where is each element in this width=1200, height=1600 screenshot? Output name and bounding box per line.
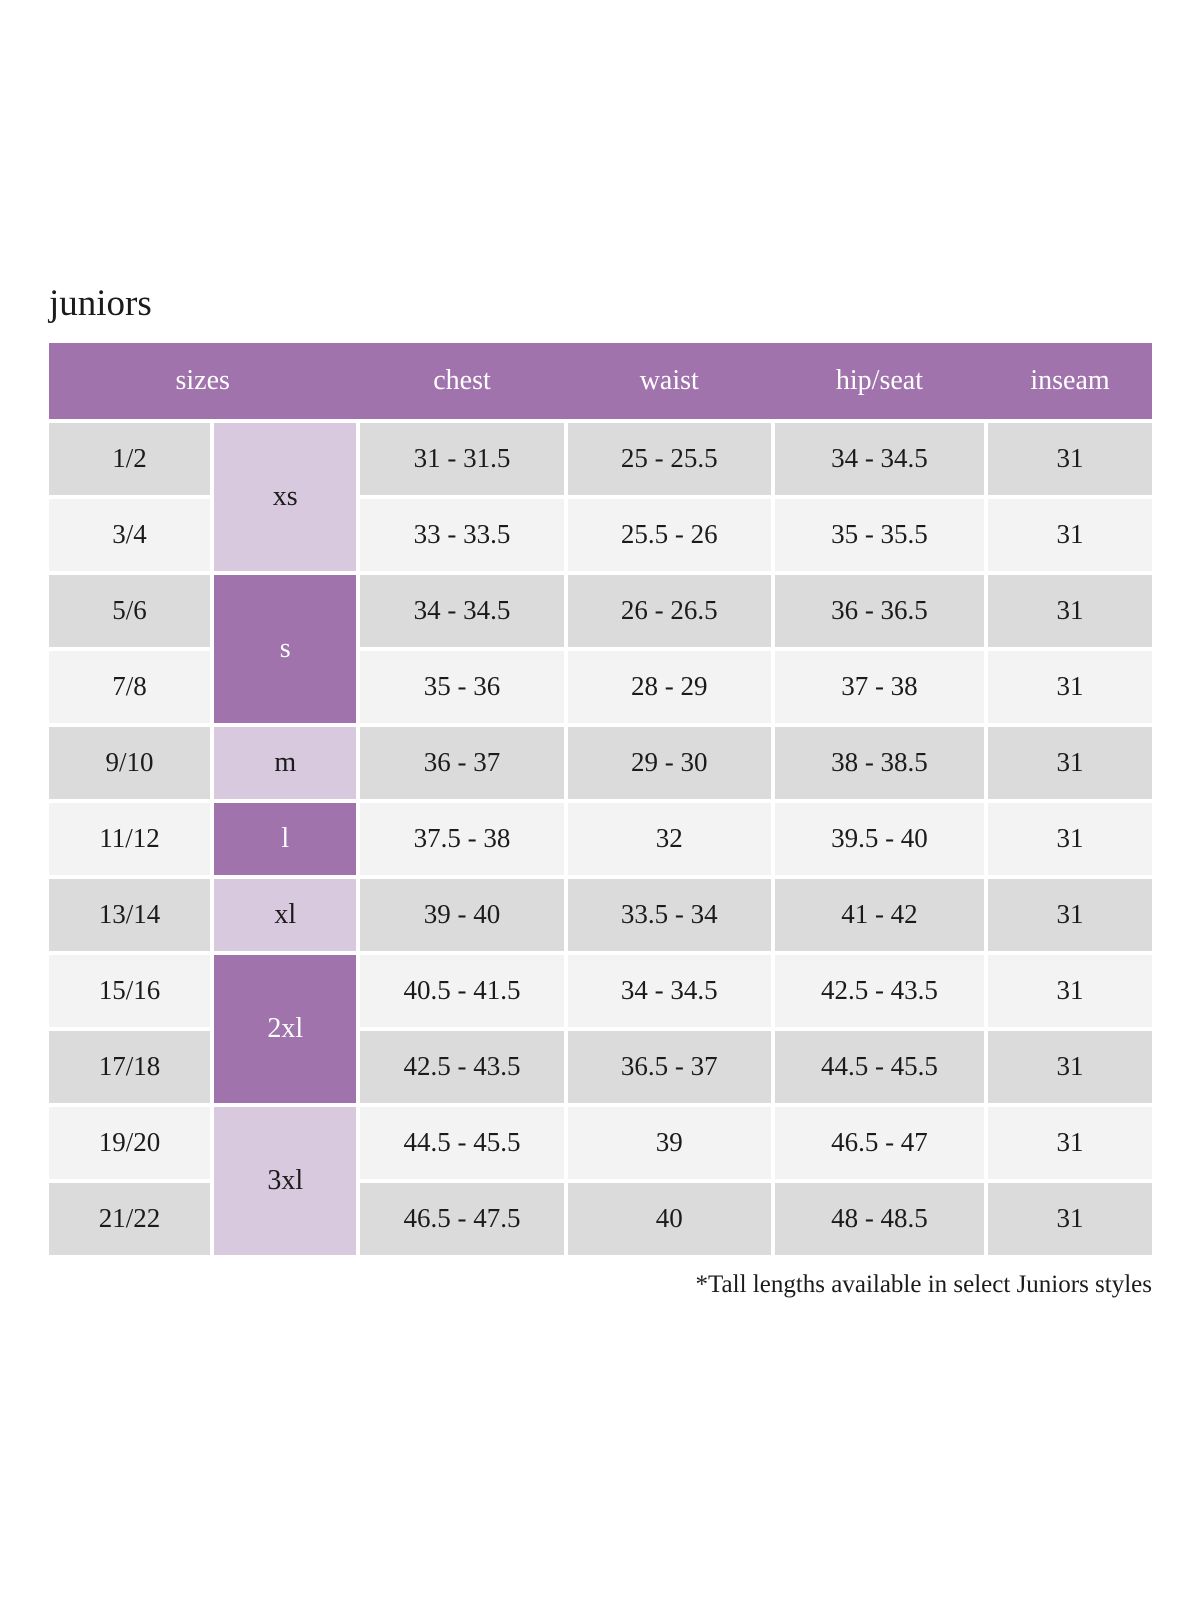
waist-cell: 36.5 - 37 [567, 1030, 771, 1103]
column-header-inseam: inseam [1030, 364, 1110, 396]
column-header-waist: waist [639, 364, 699, 396]
size-number-cell: 7/8 [49, 650, 211, 723]
size-letter-cell: 2xl [214, 954, 357, 1103]
inseam-cell: 31 [988, 878, 1152, 951]
inseam-cell: 31 [988, 1182, 1152, 1255]
hip-seat-cell: 37 - 38 [774, 650, 985, 723]
waist-cell: 25 - 25.5 [567, 422, 771, 495]
waist-cell: 26 - 26.5 [567, 574, 771, 647]
inseam-cell: 31 [988, 650, 1152, 723]
hip-seat-cell: 48 - 48.5 [774, 1182, 985, 1255]
page-title: juniors [49, 283, 152, 324]
waist-cell: 29 - 30 [567, 726, 771, 799]
chest-cell: 36 - 37 [360, 726, 564, 799]
waist-cell: 39 [567, 1106, 771, 1179]
size-number-cell: 3/4 [49, 498, 211, 571]
chest-cell: 34 - 34.5 [360, 574, 564, 647]
inseam-cell: 31 [988, 802, 1152, 875]
footnote: *Tall lengths available in select Junior… [695, 1270, 1152, 1298]
waist-cell: 33.5 - 34 [567, 878, 771, 951]
chest-cell: 33 - 33.5 [360, 498, 564, 571]
hip-seat-cell: 35 - 35.5 [774, 498, 985, 571]
size-chart-section: juniors sizes chest waist hip/seat insea… [49, 283, 1152, 1299]
table-header-row: sizes chest waist hip/seat inseam [49, 342, 1152, 419]
hip-seat-cell: 41 - 42 [774, 878, 985, 951]
chest-cell: 46.5 - 47.5 [360, 1182, 564, 1255]
chest-cell: 35 - 36 [360, 650, 564, 723]
chest-cell: 39 - 40 [360, 878, 564, 951]
inseam-cell: 31 [988, 574, 1152, 647]
size-letter-cell: m [214, 726, 357, 799]
size-letter-cell: xl [214, 878, 357, 951]
chest-cell: 44.5 - 45.5 [360, 1106, 564, 1179]
inseam-cell: 31 [988, 726, 1152, 799]
size-number-cell: 13/14 [49, 878, 211, 951]
inseam-cell: 31 [988, 498, 1152, 571]
waist-cell: 40 [567, 1182, 771, 1255]
size-number-cell: 9/10 [49, 726, 211, 799]
size-letter-cell: l [214, 802, 357, 875]
chest-cell: 42.5 - 43.5 [360, 1030, 564, 1103]
hip-seat-cell: 42.5 - 43.5 [774, 954, 985, 1027]
size-number-cell: 11/12 [49, 802, 211, 875]
waist-cell: 28 - 29 [567, 650, 771, 723]
waist-cell: 25.5 - 26 [567, 498, 771, 571]
chest-cell: 37.5 - 38 [360, 802, 564, 875]
waist-cell: 32 [567, 802, 771, 875]
size-letter-cell: xs [214, 422, 357, 571]
hip-seat-cell: 44.5 - 45.5 [774, 1030, 985, 1103]
chest-cell: 31 - 31.5 [360, 422, 564, 495]
size-number-cell: 19/20 [49, 1106, 211, 1179]
size-number-cell: 15/16 [49, 954, 211, 1027]
size-number-cell: 17/18 [49, 1030, 211, 1103]
waist-cell: 34 - 34.5 [567, 954, 771, 1027]
hip-seat-cell: 34 - 34.5 [774, 422, 985, 495]
table-body: 1/2 31 - 31.5 25 - 25.5 34 - 34.5 31 3/4 33 - … [49, 422, 1152, 1255]
juniors-size-table: sizes chest waist hip/seat inseam 1/2 31 … [49, 342, 1152, 1255]
hip-seat-cell: 46.5 - 47 [774, 1106, 985, 1179]
inseam-cell: 31 [988, 1030, 1152, 1103]
inseam-cell: 31 [988, 954, 1152, 1027]
size-letter-cell: s [214, 574, 357, 723]
hip-seat-cell: 36 - 36.5 [774, 574, 985, 647]
size-number-cell: 21/22 [49, 1182, 211, 1255]
column-header-chest: chest [433, 364, 491, 396]
size-number-cell: 5/6 [49, 574, 211, 647]
column-header-sizes: sizes [175, 364, 230, 396]
column-header-hip-seat: hip/seat [835, 364, 923, 396]
hip-seat-cell: 39.5 - 40 [774, 802, 985, 875]
size-number-cell: 1/2 [49, 422, 211, 495]
inseam-cell: 31 [988, 422, 1152, 495]
inseam-cell: 31 [988, 1106, 1152, 1179]
size-letter-cell: 3xl [214, 1106, 357, 1255]
hip-seat-cell: 38 - 38.5 [774, 726, 985, 799]
chest-cell: 40.5 - 41.5 [360, 954, 564, 1027]
